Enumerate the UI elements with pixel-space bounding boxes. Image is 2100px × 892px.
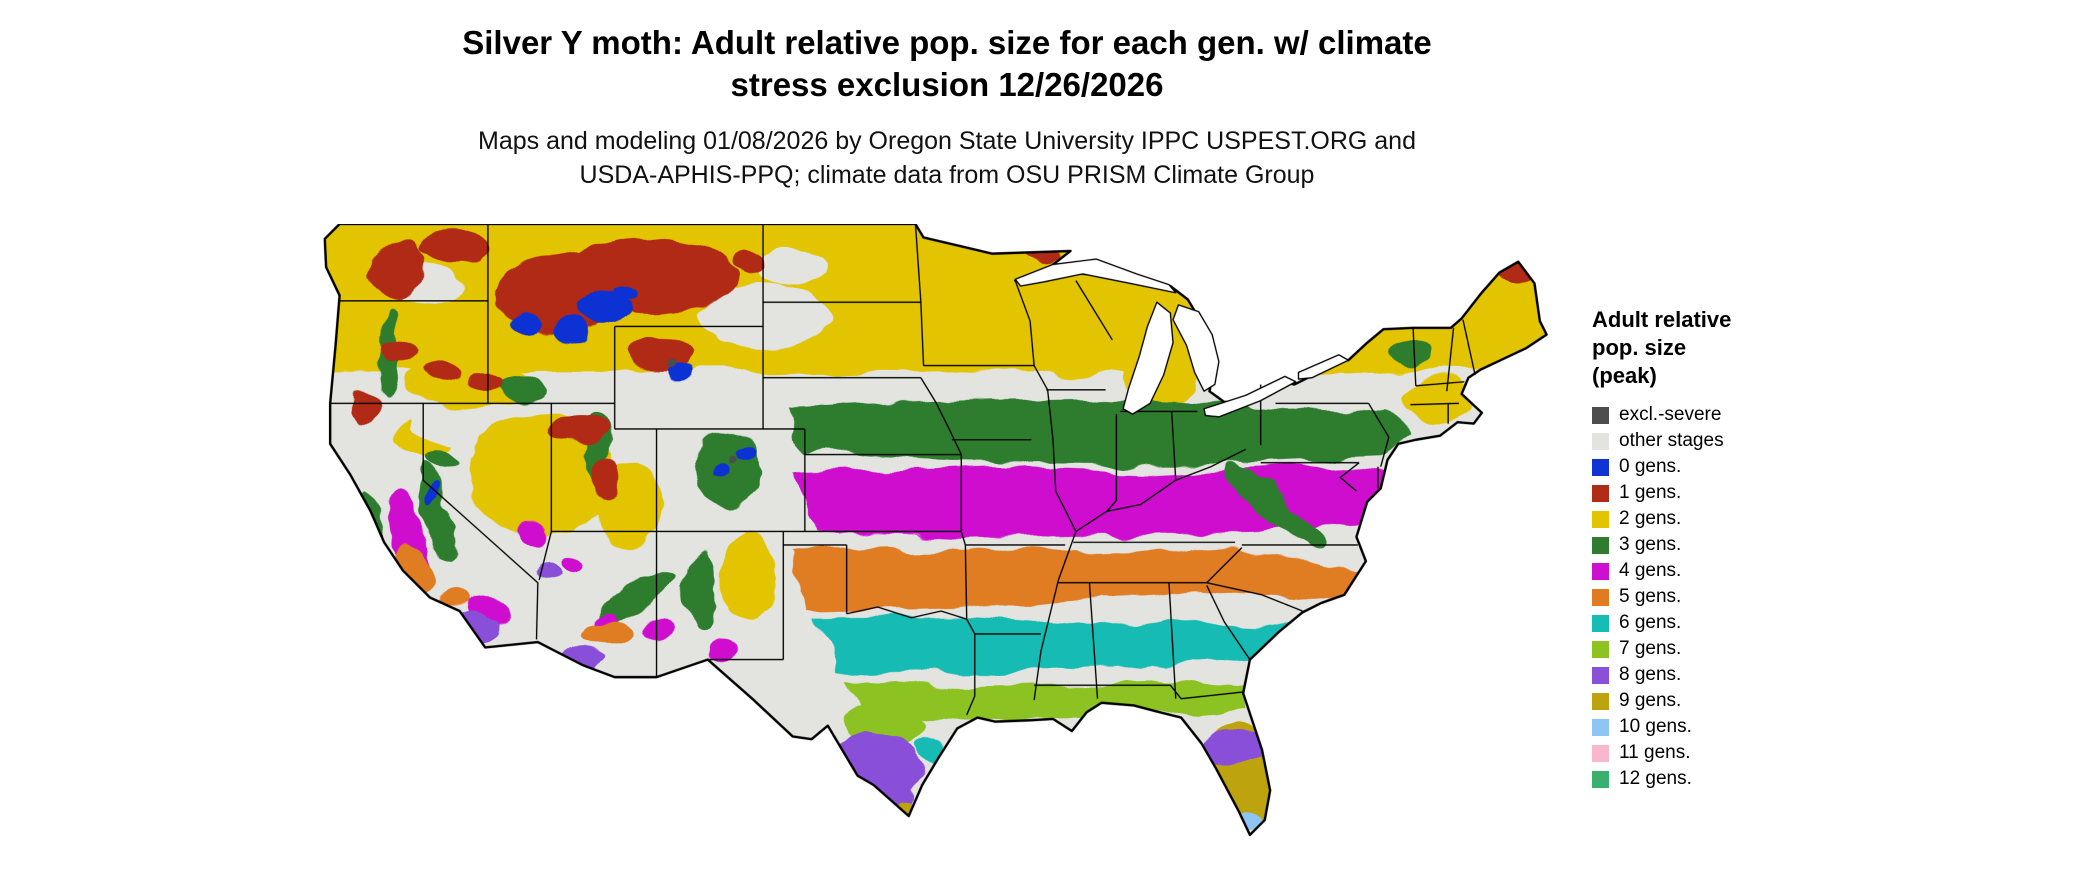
legend-swatch: [1592, 562, 1609, 580]
page-subtitle: Maps and modeling 01/08/2026 by Oregon S…: [0, 124, 1894, 192]
legend-item: 8 gens.: [1592, 662, 1832, 688]
legend-label: 11 gens.: [1619, 742, 1691, 763]
legend-swatch: [1592, 666, 1609, 684]
legend-swatch: [1592, 458, 1609, 476]
subtitle-line-2: USDA-APHIS-PPQ; climate data from OSU PR…: [579, 161, 1315, 189]
legend-label: 1 gens.: [1619, 482, 1682, 503]
title-line-2: stress exclusion 12/26/2026: [730, 66, 1164, 103]
legend-swatch: [1592, 484, 1609, 502]
legend-title-line-3: (peak): [1592, 363, 1657, 388]
legend-item: 1 gens.: [1592, 480, 1832, 506]
legend-title-line-2: pop. size: [1592, 335, 1687, 360]
legend-item: 6 gens.: [1592, 610, 1832, 636]
great-lakes: [1014, 258, 1350, 418]
legend-swatch: [1592, 432, 1609, 450]
legend-swatch: [1592, 770, 1609, 788]
legend-label: 12 gens.: [1619, 768, 1692, 789]
legend-item: 11 gens.: [1592, 740, 1832, 766]
legend-label: 7 gens.: [1619, 638, 1682, 659]
legend-title: Adult relative pop. size (peak): [1592, 306, 1832, 390]
legend-label: 5 gens.: [1619, 586, 1682, 607]
lake-huron: [1172, 304, 1220, 392]
legend-item: 10 gens.: [1592, 714, 1832, 740]
legend-swatch: [1592, 510, 1609, 528]
legend-label: 4 gens.: [1619, 560, 1682, 581]
legend-label: 2 gens.: [1619, 508, 1682, 529]
legend-item: other stages: [1592, 428, 1832, 454]
legend-item: 4 gens.: [1592, 558, 1832, 584]
legend-item: 9 gens.: [1592, 688, 1832, 714]
legend-swatch: [1592, 744, 1609, 762]
title-line-1: Silver Y moth: Adult relative pop. size …: [462, 24, 1432, 61]
legend-label: 6 gens.: [1619, 612, 1682, 633]
legend-label: excl.-severe: [1619, 404, 1722, 425]
legend-item: 0 gens.: [1592, 454, 1832, 480]
legend-item: 3 gens.: [1592, 532, 1832, 558]
legend-swatch: [1592, 536, 1609, 554]
legend-items: excl.-severe other stages 0 gens. 1 gens…: [1592, 402, 1832, 792]
lake-erie: [1203, 375, 1297, 418]
subtitle-line-1: Maps and modeling 01/08/2026 by Oregon S…: [478, 127, 1416, 155]
legend-item: 5 gens.: [1592, 584, 1832, 610]
legend-label: 0 gens.: [1619, 456, 1682, 477]
legend-swatch: [1592, 692, 1609, 710]
legend-item: 2 gens.: [1592, 506, 1832, 532]
legend-swatch: [1592, 406, 1609, 424]
legend-item: 7 gens.: [1592, 636, 1832, 662]
lake-michigan: [1122, 301, 1174, 415]
map-header: Silver Y moth: Adult relative pop. size …: [0, 22, 1894, 192]
legend-label: 9 gens.: [1619, 690, 1682, 711]
legend-label: 3 gens.: [1619, 534, 1682, 555]
lake-superior: [1014, 258, 1177, 294]
legend-label: 8 gens.: [1619, 664, 1682, 685]
legend-item: excl.-severe: [1592, 402, 1832, 428]
legend-title-line-1: Adult relative: [1592, 307, 1732, 332]
legend-label: 10 gens.: [1619, 716, 1692, 737]
state-borders: [330, 224, 1476, 716]
legend-item: 12 gens.: [1592, 766, 1832, 792]
us-map-svg: [323, 224, 1548, 837]
legend-swatch: [1592, 640, 1609, 658]
legend-label: other stages: [1619, 430, 1724, 451]
page-title: Silver Y moth: Adult relative pop. size …: [0, 22, 1894, 106]
legend: Adult relative pop. size (peak) excl.-se…: [1592, 306, 1832, 792]
legend-swatch: [1592, 588, 1609, 606]
lake-ontario: [1297, 354, 1350, 380]
legend-swatch: [1592, 718, 1609, 736]
us-generation-map: [318, 224, 1552, 888]
legend-swatch: [1592, 614, 1609, 632]
